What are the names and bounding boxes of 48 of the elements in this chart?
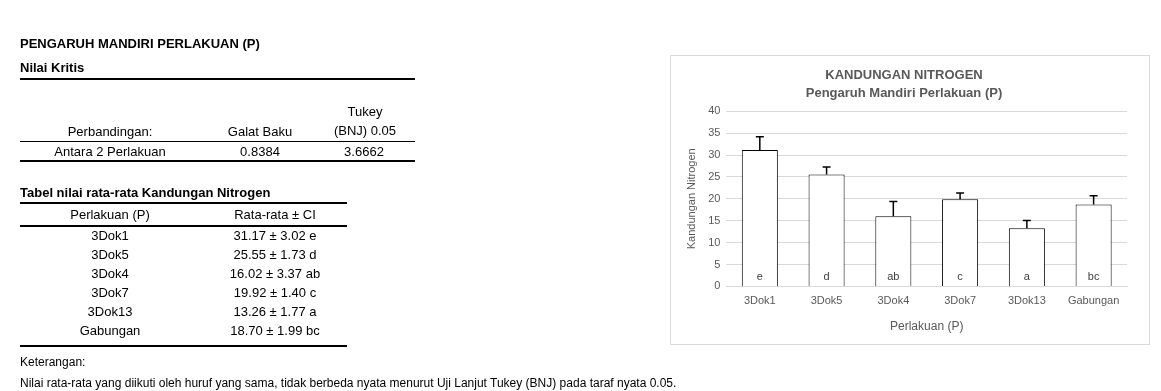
x-tick-label: Gabungan <box>1067 294 1120 307</box>
text: 31.17 ± 3.02 e <box>232 227 318 245</box>
x-axis-title: Perlakuan (P) <box>890 319 964 334</box>
y-tick-label: 30 <box>708 148 721 161</box>
y-axis-title: Kandungan Nitrogen <box>684 148 697 250</box>
text: Antara 2 Perlakuan <box>53 143 167 161</box>
data-label: e <box>756 269 763 282</box>
x-tick-label: 3Dok5 <box>810 294 843 307</box>
data-label: bc <box>1087 269 1100 282</box>
y-tick-label: 40 <box>708 104 721 117</box>
data-label: d <box>823 269 830 282</box>
x-tick-label: 3Dok1 <box>743 294 776 307</box>
x-tick-label: 3Dok7 <box>944 294 976 307</box>
y-tick-label: 10 <box>708 235 721 248</box>
text: 0.8384 <box>239 143 281 161</box>
data-label: c <box>957 269 964 282</box>
text: Perlakuan (P) <box>69 206 151 224</box>
text: Gabungan <box>78 322 142 340</box>
x-tick-label: 3Dok13 <box>1007 294 1046 307</box>
data-label: a <box>1023 269 1031 282</box>
text: Rata-rata ± CI <box>233 206 317 224</box>
y-tick-label: 35 <box>708 126 721 139</box>
text: 3Dok5 <box>90 246 130 264</box>
text: Keterangan: <box>20 354 87 371</box>
y-tick-label: 25 <box>708 169 721 182</box>
chart-subtitle: Pengaruh Mandiri Perlakuan (P) <box>805 84 1003 100</box>
text: 13.26 ± 1.77 a <box>232 303 318 321</box>
text: 3Dok1 <box>90 227 130 245</box>
text: PENGARUH MANDIRI PERLAKUAN (P) <box>20 36 260 51</box>
chart-title: KANDUNGAN NITROGEN <box>825 67 983 83</box>
text: Nilai Kritis <box>20 60 85 75</box>
y-tick-label: 15 <box>708 213 721 226</box>
text: 25.55 ± 1.73 d <box>232 246 318 264</box>
text: Tukey (BNJ) 0.05 <box>332 103 398 140</box>
text: 3.6662 <box>343 143 385 161</box>
text: Nilai rata-rata yang diikuti oleh huruf yang sama, tidak berbeda nyata menurut Uji Lanjut Tukey (BNJ) pada taraf nyata 0.05. <box>20 375 678 391</box>
y-tick-label: 20 <box>708 191 721 204</box>
text: Tabel nilai rata-rata Kandungan Nitrogen <box>20 184 272 202</box>
text: 3Dok4 <box>90 265 130 283</box>
text: 18.70 ± 1.99 bc <box>229 322 321 340</box>
text: Galat Baku <box>226 123 294 141</box>
y-tick-label: 5 <box>714 257 721 270</box>
data-label: ab <box>887 269 900 282</box>
text: 19.92 ± 1.40 c <box>232 284 318 302</box>
x-tick-label: 3Dok4 <box>877 294 910 307</box>
y-tick-label: 0 <box>714 279 721 292</box>
text: 16.02 ± 3.37 ab <box>228 265 322 283</box>
text: Perbandingan: <box>66 123 154 141</box>
